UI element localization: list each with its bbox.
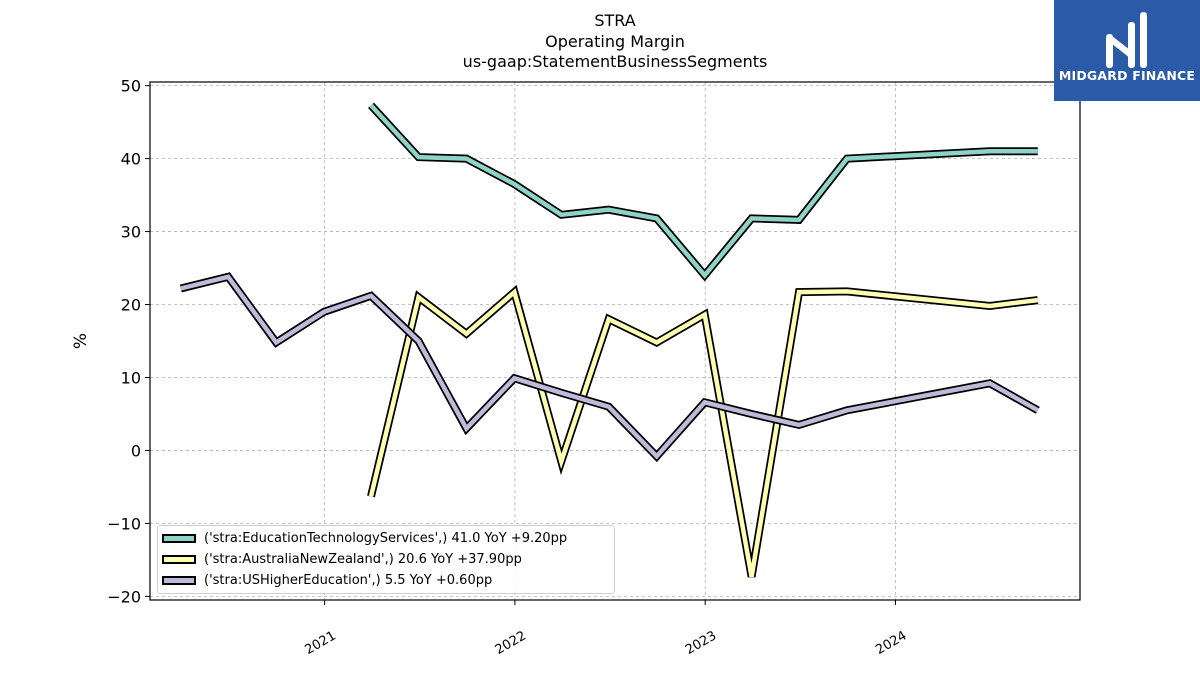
brand-logo: MIDGARD FINANCE [1054, 0, 1200, 101]
series-line-outline [368, 102, 1038, 282]
series-layer [179, 102, 1040, 578]
logo-text: MIDGARD FINANCE [1058, 68, 1196, 83]
series-1 [367, 284, 1039, 578]
x-tick-label: 2023 [683, 628, 719, 658]
legend-item: ('stra:USHigherEducation',) 5.5 YoY +0.6… [162, 570, 492, 590]
y-tick-label: 30 [121, 223, 141, 242]
y-tick-label: −20 [107, 587, 141, 606]
axes-layer: −20 −10 0 10 20 30 40 50 2021 2022 2023 2024 [107, 77, 1081, 658]
x-tick-label: 2021 [302, 628, 338, 658]
chart-subtitle-2: us-gaap:StatementBusinessSegments [462, 52, 768, 71]
series-line-outline [179, 272, 1040, 463]
y-tick-label: 20 [121, 296, 141, 315]
y-tick-label: 0 [131, 441, 141, 460]
series-0 [368, 102, 1038, 282]
legend-label: ('stra:USHigherEducation',) 5.5 YoY +0.6… [204, 572, 493, 588]
legend-swatch [162, 575, 196, 585]
legend-label: ('stra:EducationTechnologyServices',) 41… [204, 530, 568, 546]
logo-mark-icon [1106, 12, 1147, 68]
y-tick-label: 40 [121, 150, 141, 169]
legend: ('stra:EducationTechnologyServices',) 41… [157, 525, 615, 594]
grid-layer [150, 82, 1080, 600]
series-line [368, 288, 1039, 578]
legend-item: ('stra:AustraliaNewZealand',) 20.6 YoY +… [162, 549, 522, 569]
chart-subtitle: Operating Margin [545, 32, 685, 51]
y-tick-label: 50 [121, 77, 141, 96]
legend-swatch [162, 533, 196, 543]
x-tick-label: 2022 [493, 628, 529, 658]
legend-swatch [162, 554, 196, 564]
legend-item: ('stra:EducationTechnologyServices',) 41… [162, 528, 567, 548]
y-tick-label: 10 [121, 368, 141, 387]
series-2 [179, 272, 1040, 463]
series-line [180, 274, 1039, 460]
y-tick-label: −10 [107, 514, 141, 533]
y-axis-label: % [71, 333, 91, 349]
chart-title: STRA [594, 11, 636, 30]
x-tick-label: 2024 [873, 628, 909, 658]
plot-frame [149, 81, 1081, 601]
legend-label: ('stra:AustraliaNewZealand',) 20.6 YoY +… [204, 551, 522, 567]
series-line [369, 103, 1038, 279]
